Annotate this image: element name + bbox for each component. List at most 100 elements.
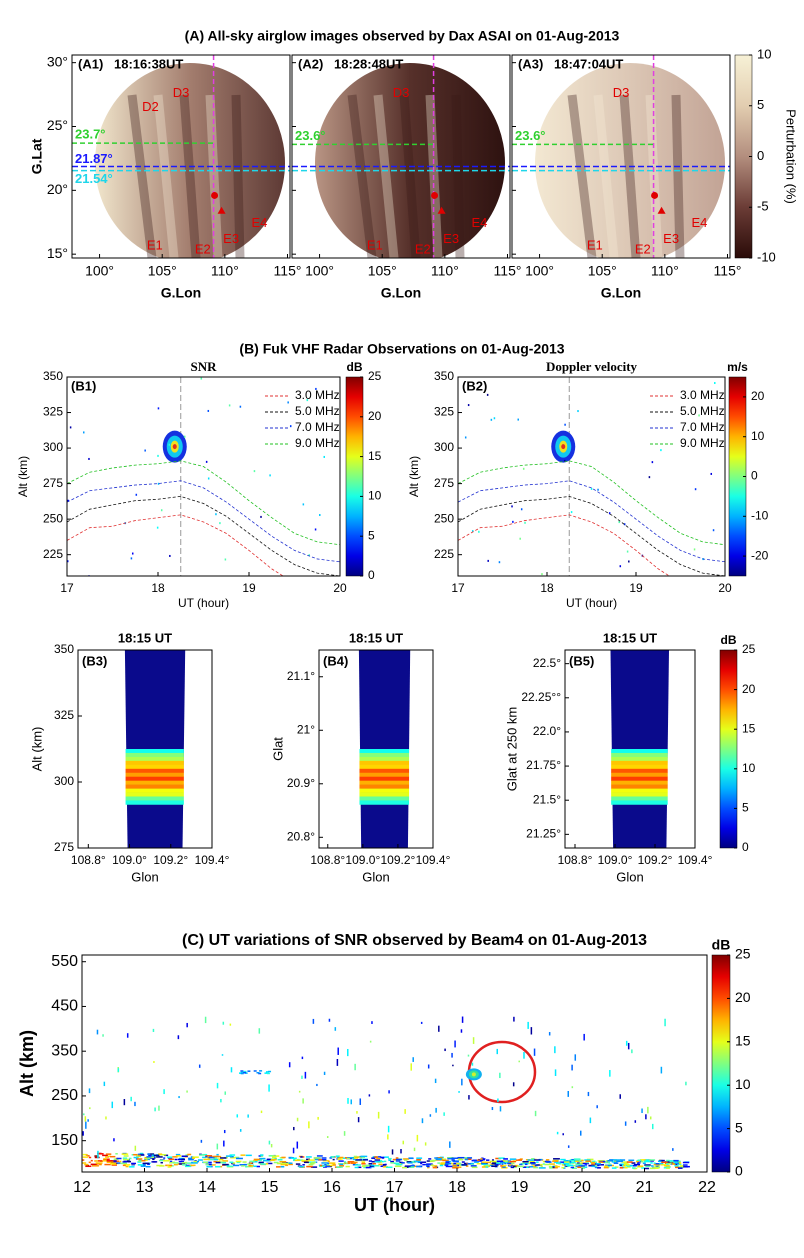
- sky-disk: [535, 63, 725, 258]
- y-tick-label: 275: [434, 476, 454, 490]
- echo-pixel: [511, 1162, 515, 1165]
- echo-pixel: [352, 1158, 356, 1161]
- echo-pixel: [466, 1163, 469, 1165]
- echo-pixel: [379, 1160, 383, 1162]
- echo-pixel: [420, 1021, 423, 1024]
- echo-pixel: [502, 1164, 507, 1167]
- echo-pixel: [664, 1018, 666, 1027]
- echo-pixel: [404, 1165, 411, 1167]
- echo-pixel: [317, 1116, 319, 1120]
- echo-pixel: [445, 1162, 452, 1165]
- echo-pixel: [608, 1163, 612, 1165]
- echo-layer: [125, 772, 184, 778]
- echo-pixel: [91, 1165, 99, 1167]
- echo-pixel: [174, 1158, 178, 1161]
- y-tick-label: 22.5°: [533, 656, 561, 670]
- echo-pixel: [451, 1157, 459, 1159]
- echo-pixel: [193, 1164, 196, 1167]
- echo-pixel: [457, 1156, 465, 1159]
- colorbar-unit: dB: [712, 937, 731, 953]
- echo-pixel: [188, 1157, 193, 1160]
- x-tick-label: 109.0°: [345, 853, 380, 867]
- echo-pixel: [350, 1099, 353, 1105]
- echo-pixel: [578, 1160, 581, 1163]
- echo-layer: [359, 764, 410, 770]
- echo-pixel: [95, 1162, 103, 1164]
- echo-pixel: [285, 1164, 289, 1167]
- echo-pixel: [640, 1159, 646, 1161]
- panel-label: (B4): [323, 653, 348, 668]
- echo-pixel: [679, 1165, 685, 1167]
- echo-pixel: [584, 1159, 591, 1161]
- colorbar-tick-label: 20: [368, 409, 382, 423]
- echo-pixel: [200, 1139, 203, 1143]
- echo-pixel: [625, 1040, 628, 1046]
- echo-pixel: [509, 1160, 516, 1163]
- plot-area: [458, 377, 725, 576]
- echo-pixel: [230, 1067, 233, 1073]
- echo-pixel: [144, 1158, 151, 1161]
- echo-pixel: [105, 1156, 110, 1158]
- echo-pixel: [470, 1162, 474, 1165]
- echo-pixel: [529, 1160, 535, 1163]
- echo-pixel: [248, 1164, 252, 1167]
- echo-pixel: [126, 1033, 129, 1038]
- echo-pixel: [651, 1123, 654, 1130]
- echo-pixel: [653, 1163, 661, 1166]
- echo-layer: [359, 776, 410, 781]
- echo-pixel: [453, 1162, 459, 1165]
- noise-pixel: [183, 435, 186, 438]
- echo-pixel: [406, 1161, 412, 1163]
- noise-pixel: [490, 418, 493, 421]
- echo-pixel: [184, 1165, 191, 1168]
- noise-pixel: [626, 550, 629, 553]
- echo-pixel: [324, 1163, 327, 1166]
- echo-pixel: [526, 1166, 529, 1168]
- echo-pixel: [302, 1098, 304, 1104]
- echo-pixel: [276, 1166, 281, 1168]
- echo-pixel: [288, 1062, 291, 1068]
- echo-pixel: [259, 1070, 263, 1072]
- echo-pixel: [445, 1161, 450, 1163]
- echo-pixel: [300, 1156, 303, 1158]
- plot-area: [82, 1016, 690, 1170]
- y-tick-label: 25°: [47, 117, 68, 133]
- echo-pixel: [212, 1155, 220, 1158]
- echo-pixel: [438, 1025, 440, 1032]
- x-tick-label: 109.2°: [638, 853, 673, 867]
- echo-layer: [125, 792, 184, 797]
- echo-pixel: [312, 1018, 315, 1024]
- noise-pixel: [160, 509, 163, 512]
- echo-pixel: [614, 1159, 622, 1161]
- colorbar-tick-label: 5: [742, 801, 749, 815]
- echo-pixel: [263, 1159, 270, 1162]
- echo-pixel: [591, 1165, 596, 1168]
- echo-pixel: [463, 1162, 469, 1165]
- echo-pixel: [434, 1157, 439, 1159]
- noise-pixel: [219, 522, 221, 525]
- echo-pixel: [481, 1163, 487, 1165]
- echo-pixel: [611, 1161, 618, 1163]
- echo-pixel: [678, 1163, 682, 1166]
- echo-pixel: [239, 1129, 242, 1132]
- echo-pixel: [597, 1164, 605, 1166]
- echo-pixel: [106, 1160, 112, 1162]
- echo-pixel: [297, 1159, 304, 1161]
- echo-pixel: [609, 1070, 611, 1077]
- airglow-band: [347, 94, 377, 258]
- echo-layer: [125, 788, 184, 793]
- echo-pixel: [97, 1150, 99, 1159]
- echo-pixel: [495, 1157, 501, 1160]
- x-tick-label: 16: [323, 1179, 341, 1196]
- echo-pixel: [641, 1167, 645, 1169]
- noise-pixel: [698, 414, 700, 417]
- echo-pixel: [85, 1154, 89, 1156]
- y-tick-label: 250: [434, 511, 454, 525]
- echo-layer: [125, 760, 184, 766]
- echo-pixel: [306, 1158, 310, 1161]
- echo-pixel: [365, 1164, 371, 1167]
- noise-pixel: [511, 505, 513, 508]
- echo-pixel: [113, 1138, 115, 1142]
- echo-pixel: [232, 1162, 236, 1164]
- echo-pixel: [322, 1159, 329, 1162]
